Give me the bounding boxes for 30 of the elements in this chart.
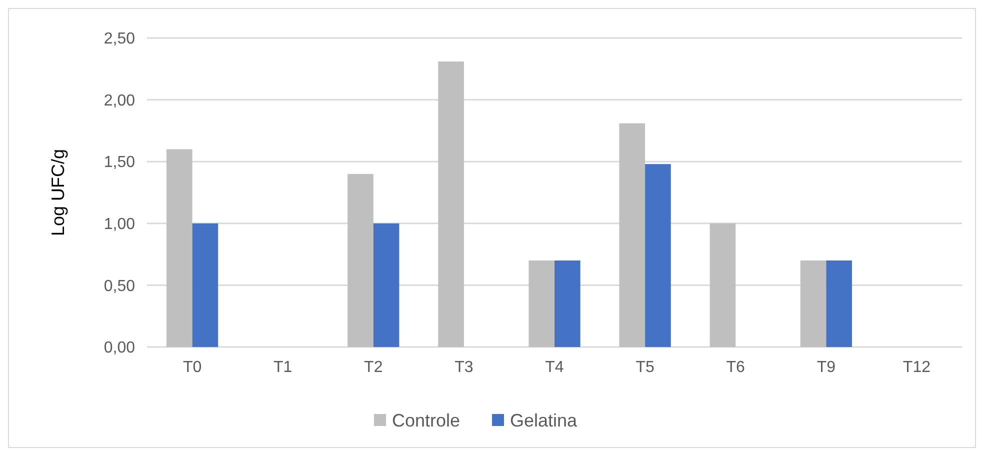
x-tick-label: T6 — [726, 359, 746, 376]
y-tick-label: 0,00 — [104, 340, 136, 357]
bar — [619, 123, 646, 347]
y-tick-label: 2,50 — [104, 30, 136, 48]
x-tick-label: T3 — [454, 359, 474, 376]
y-tick-label: 1,50 — [104, 154, 136, 172]
x-tick-label: T9 — [816, 359, 836, 376]
y-tick-label: 0,50 — [104, 278, 136, 295]
x-tick-label: T1 — [273, 359, 292, 376]
x-tick-label: T0 — [182, 359, 202, 376]
y-axis-title: Log UFC/g — [48, 148, 68, 236]
bar — [192, 223, 218, 347]
x-tick-label: T2 — [364, 359, 383, 376]
legend-label: Gelatina — [510, 410, 578, 430]
y-tick-label: 1,00 — [104, 216, 136, 233]
bar — [528, 260, 554, 347]
bar — [438, 61, 464, 347]
x-tick-label: T12 — [902, 359, 931, 376]
bar — [166, 149, 192, 347]
x-tick-label: T5 — [636, 359, 654, 376]
bar — [800, 260, 826, 347]
bar — [826, 260, 852, 347]
bar — [373, 223, 400, 347]
legend-label: Controle — [392, 410, 460, 430]
bar — [645, 164, 671, 347]
y-tick-label: 2,00 — [104, 92, 136, 110]
bar — [348, 174, 374, 347]
bar — [554, 260, 580, 347]
bar — [710, 223, 736, 347]
x-tick-label: T4 — [545, 359, 564, 376]
